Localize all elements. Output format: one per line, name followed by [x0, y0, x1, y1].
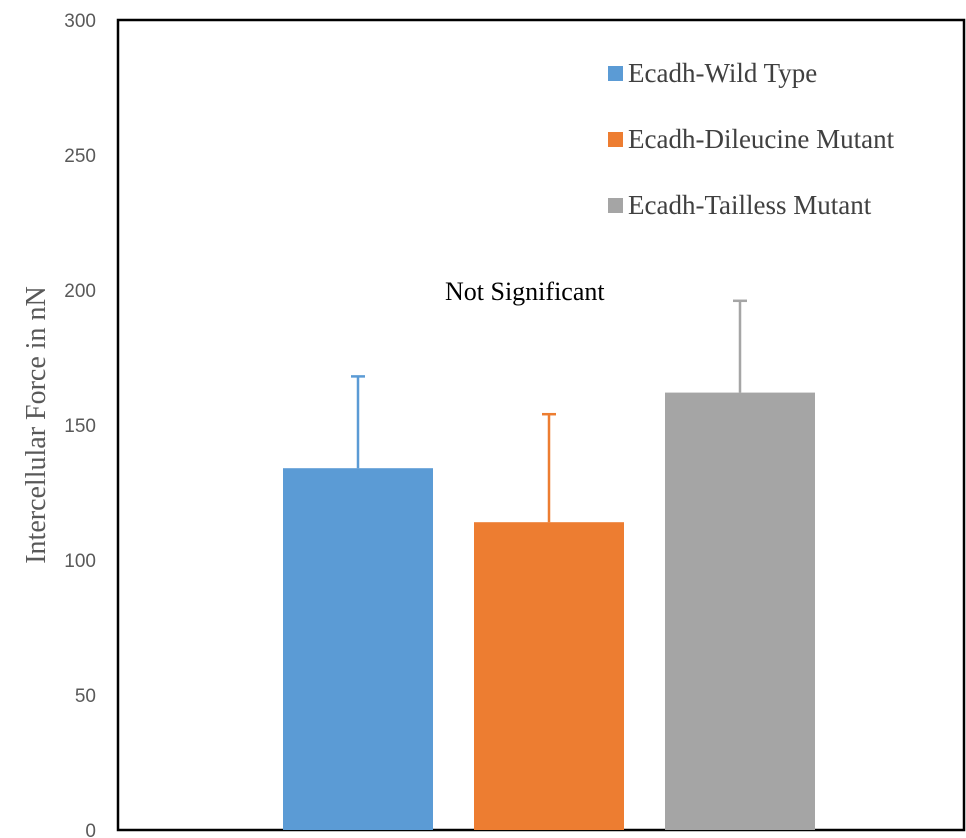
y-tick-label: 50 — [75, 686, 96, 707]
legend-swatch — [608, 132, 623, 147]
legend-swatch — [608, 66, 623, 81]
y-tick-label: 300 — [64, 11, 96, 32]
significance-annotation: Not Significant — [445, 277, 605, 306]
y-axis-ticks: 0 50 100 150 200 250 300 — [64, 11, 96, 838]
y-tick-label: 0 — [85, 821, 96, 838]
legend-label: Ecadh-Tailless Mutant — [628, 190, 872, 220]
bar — [283, 468, 433, 830]
legend-label: Ecadh-Dileucine Mutant — [628, 124, 895, 154]
bars — [283, 392, 815, 830]
y-tick-label: 100 — [64, 551, 96, 572]
legend: Ecadh-Wild Type Ecadh-Dileucine Mutant Eca… — [608, 58, 895, 220]
bar — [665, 392, 815, 830]
y-axis-title: Intercellular Force in nN — [21, 286, 52, 564]
error-bars — [351, 299, 747, 523]
y-tick-label: 250 — [64, 146, 96, 167]
bar — [474, 522, 624, 830]
y-tick-label: 150 — [64, 416, 96, 437]
legend-label: Ecadh-Wild Type — [628, 58, 817, 88]
y-tick-label: 200 — [64, 281, 96, 302]
legend-swatch — [608, 198, 623, 213]
